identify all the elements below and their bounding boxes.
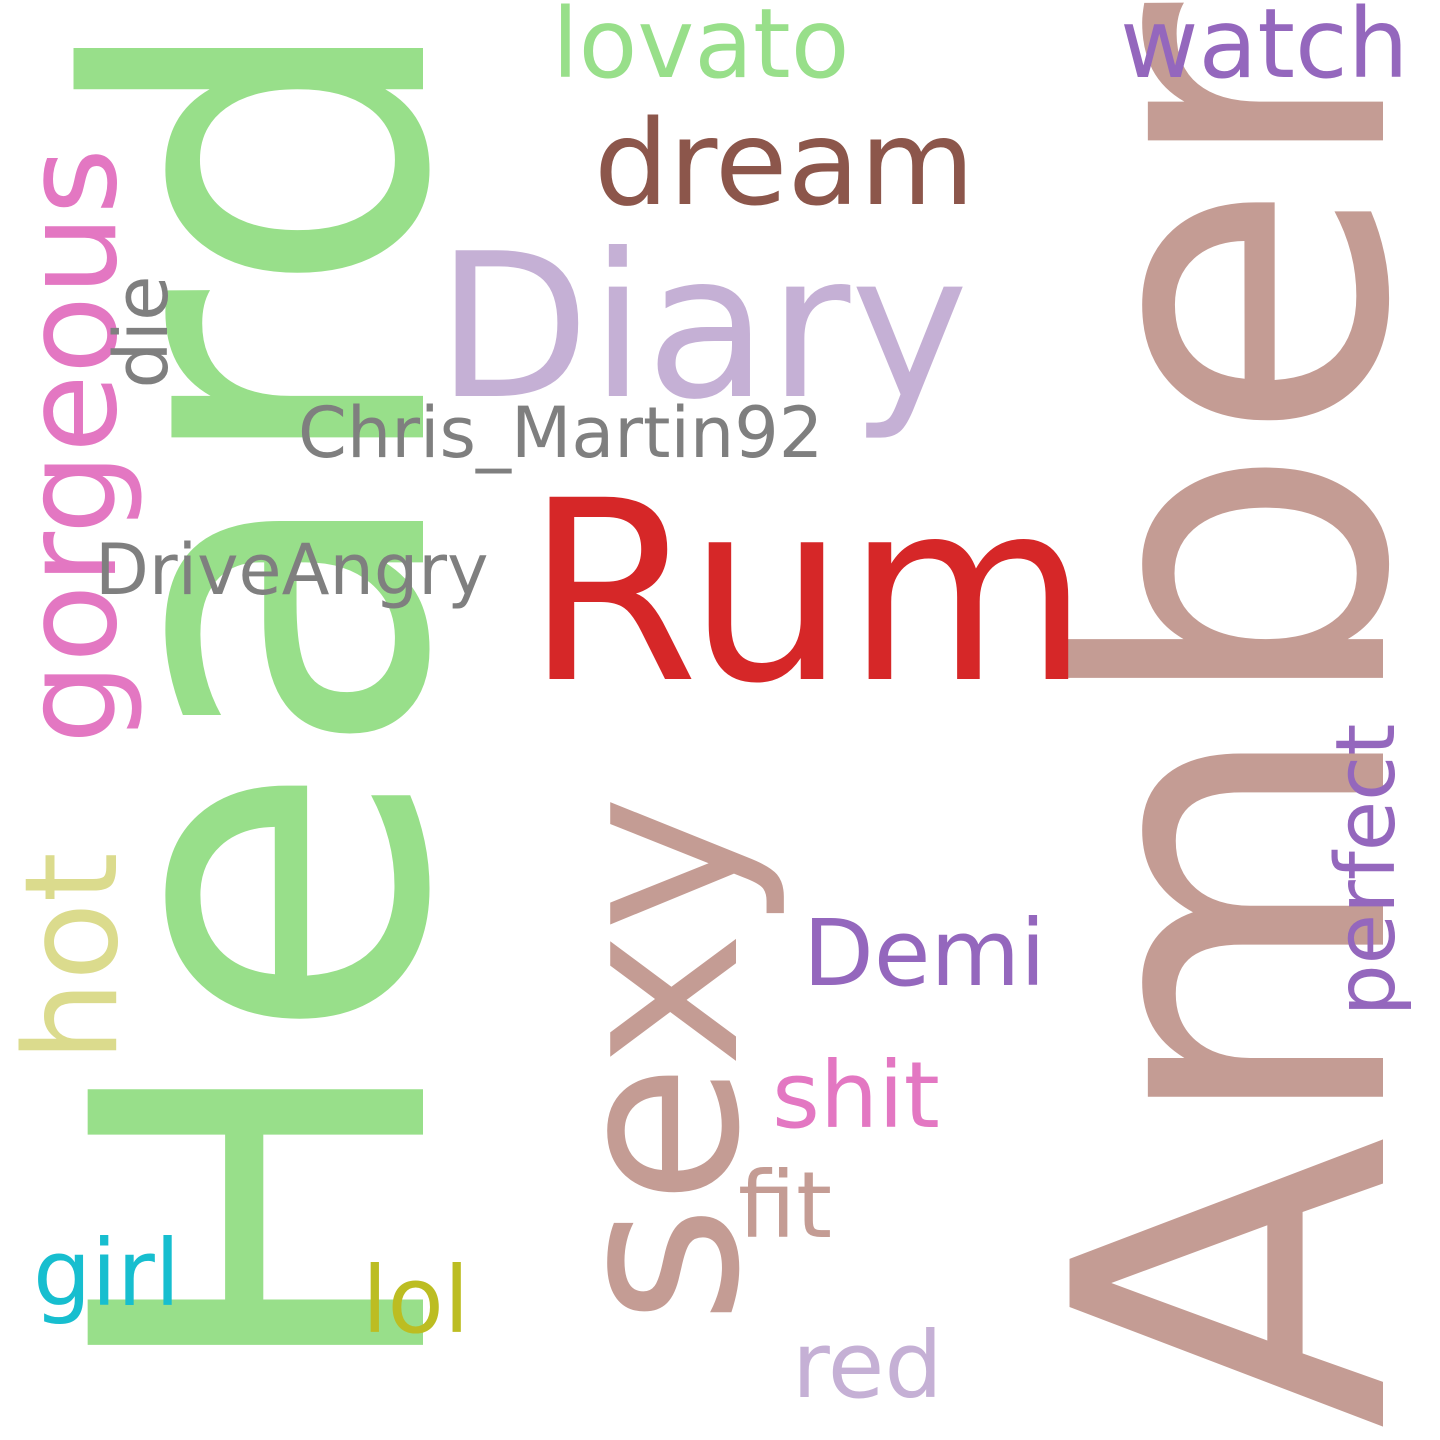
word-hot: hot — [0, 852, 147, 1062]
word-watch: watch — [1120, 0, 1409, 100]
word-die: die — [99, 275, 185, 389]
word-lovato: lovato — [552, 0, 850, 100]
word-shit: shit — [772, 1042, 940, 1149]
word-driveangry: DriveAngry — [95, 529, 489, 611]
word-diary: Diary — [436, 211, 969, 444]
word-chris-martin92: Chris_Martin92 — [298, 392, 824, 474]
word-girl: girl — [33, 1220, 181, 1327]
word-demi: Demi — [803, 900, 1046, 1007]
word-gorgeous: gorgeous — [0, 147, 146, 745]
word-sexy: sexy — [524, 795, 791, 1325]
word-rum: Rum — [525, 447, 1090, 738]
word-lol: lol — [362, 1247, 470, 1354]
word-fit: fit — [738, 1152, 833, 1259]
word-dream: dream — [594, 94, 975, 232]
word-red: red — [792, 1312, 943, 1419]
word-perfect: perfect — [1319, 723, 1414, 1017]
